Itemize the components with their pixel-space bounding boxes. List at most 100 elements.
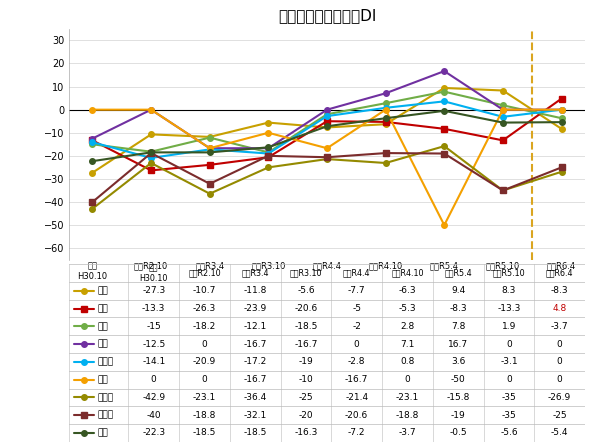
会津 (558, 126, 565, 131)
Text: -35: -35 (502, 411, 516, 420)
Line: 全体: 全体 (89, 108, 565, 164)
Text: -2.8: -2.8 (348, 357, 365, 366)
全体 (89, 159, 96, 164)
Text: -3.7: -3.7 (398, 428, 416, 437)
Text: -7.7: -7.7 (348, 286, 365, 295)
県南 (265, 146, 272, 151)
県中 (89, 142, 96, 147)
Text: -18.8: -18.8 (396, 411, 419, 420)
Text: -23.9: -23.9 (244, 304, 267, 313)
Text: 予測R6.4: 予測R6.4 (546, 269, 574, 278)
Text: -3.1: -3.1 (500, 357, 518, 366)
Text: -16.7: -16.7 (294, 340, 317, 349)
いわき (382, 160, 389, 166)
全体 (558, 119, 565, 125)
Text: -22.3: -22.3 (142, 428, 165, 437)
Text: -5.4: -5.4 (551, 428, 568, 437)
Text: -25: -25 (553, 411, 567, 420)
Text: 実感R5.10: 実感R5.10 (493, 269, 525, 278)
Text: 7.1: 7.1 (400, 340, 415, 349)
Text: -5.6: -5.6 (500, 428, 518, 437)
Text: -26.9: -26.9 (548, 393, 571, 402)
Text: 0.8: 0.8 (400, 357, 415, 366)
中通り (206, 147, 214, 152)
Text: -18.8: -18.8 (193, 411, 216, 420)
いわき (206, 191, 214, 196)
Text: 県南: 県南 (97, 340, 108, 349)
いわき (323, 156, 331, 162)
中通り (265, 151, 272, 156)
浜通り (206, 181, 214, 186)
Text: -20.6: -20.6 (345, 411, 368, 420)
Text: -6.3: -6.3 (398, 286, 416, 295)
Text: -12.1: -12.1 (244, 322, 267, 331)
県中 (382, 100, 389, 106)
相双 (558, 107, 565, 112)
浜通り (382, 151, 389, 156)
Text: -40: -40 (146, 411, 161, 420)
県南 (206, 146, 214, 151)
Text: 会津: 会津 (97, 286, 108, 295)
Line: 相双: 相双 (89, 107, 565, 228)
Text: -23.1: -23.1 (193, 393, 216, 402)
Text: -18.5: -18.5 (244, 428, 267, 437)
Text: -5: -5 (352, 304, 361, 313)
会津 (206, 134, 214, 139)
会津 (148, 132, 155, 137)
県中 (323, 111, 331, 117)
会津 (382, 122, 389, 127)
Text: -16.7: -16.7 (244, 375, 267, 384)
Line: 会津: 会津 (89, 85, 565, 175)
Text: -13.3: -13.3 (142, 304, 166, 313)
Text: -15: -15 (146, 322, 161, 331)
Text: -23.1: -23.1 (396, 393, 419, 402)
全体 (206, 150, 214, 155)
Line: 浜通り: 浜通り (89, 151, 565, 205)
全体 (265, 145, 272, 150)
県中 (440, 89, 448, 94)
中通り (148, 155, 155, 161)
Text: -12.5: -12.5 (142, 340, 166, 349)
Title: 中古マンション価格DI: 中古マンション価格DI (278, 8, 376, 24)
Text: -8.3: -8.3 (551, 286, 568, 295)
Text: -18.2: -18.2 (193, 322, 216, 331)
Text: 0: 0 (404, 375, 410, 384)
Text: -19: -19 (451, 411, 466, 420)
浜通り (323, 155, 331, 160)
Line: 県南: 県南 (89, 68, 565, 151)
Text: -18.5: -18.5 (294, 322, 317, 331)
全体 (499, 120, 506, 125)
Text: -20.9: -20.9 (193, 357, 216, 366)
中通り (558, 107, 565, 112)
Text: -16.7: -16.7 (345, 375, 368, 384)
Text: 0: 0 (557, 375, 563, 384)
相双 (148, 107, 155, 112)
Text: 浜通り: 浜通り (97, 411, 113, 420)
中通り (323, 114, 331, 119)
Text: 0: 0 (354, 340, 359, 349)
県中 (206, 135, 214, 140)
Text: 0: 0 (151, 375, 157, 384)
会津 (265, 120, 272, 125)
Line: 県中: 県中 (89, 89, 565, 155)
Text: 0: 0 (202, 375, 208, 384)
会津 (499, 88, 506, 93)
Text: 0: 0 (557, 357, 563, 366)
県中 (148, 149, 155, 155)
中通り (440, 99, 448, 104)
いわき (558, 169, 565, 174)
Text: -13.3: -13.3 (497, 304, 521, 313)
いわき (148, 160, 155, 166)
いわき (89, 206, 96, 211)
Text: -5.6: -5.6 (297, 286, 315, 295)
県南 (323, 107, 331, 112)
県北 (89, 138, 96, 143)
県南 (382, 91, 389, 96)
Text: 県北: 県北 (97, 304, 108, 313)
相双 (89, 107, 96, 112)
Text: -27.3: -27.3 (142, 286, 166, 295)
Text: 相双: 相双 (97, 375, 108, 384)
Text: -18.5: -18.5 (193, 428, 216, 437)
Text: -14.1: -14.1 (142, 357, 166, 366)
Text: 1.9: 1.9 (502, 322, 516, 331)
